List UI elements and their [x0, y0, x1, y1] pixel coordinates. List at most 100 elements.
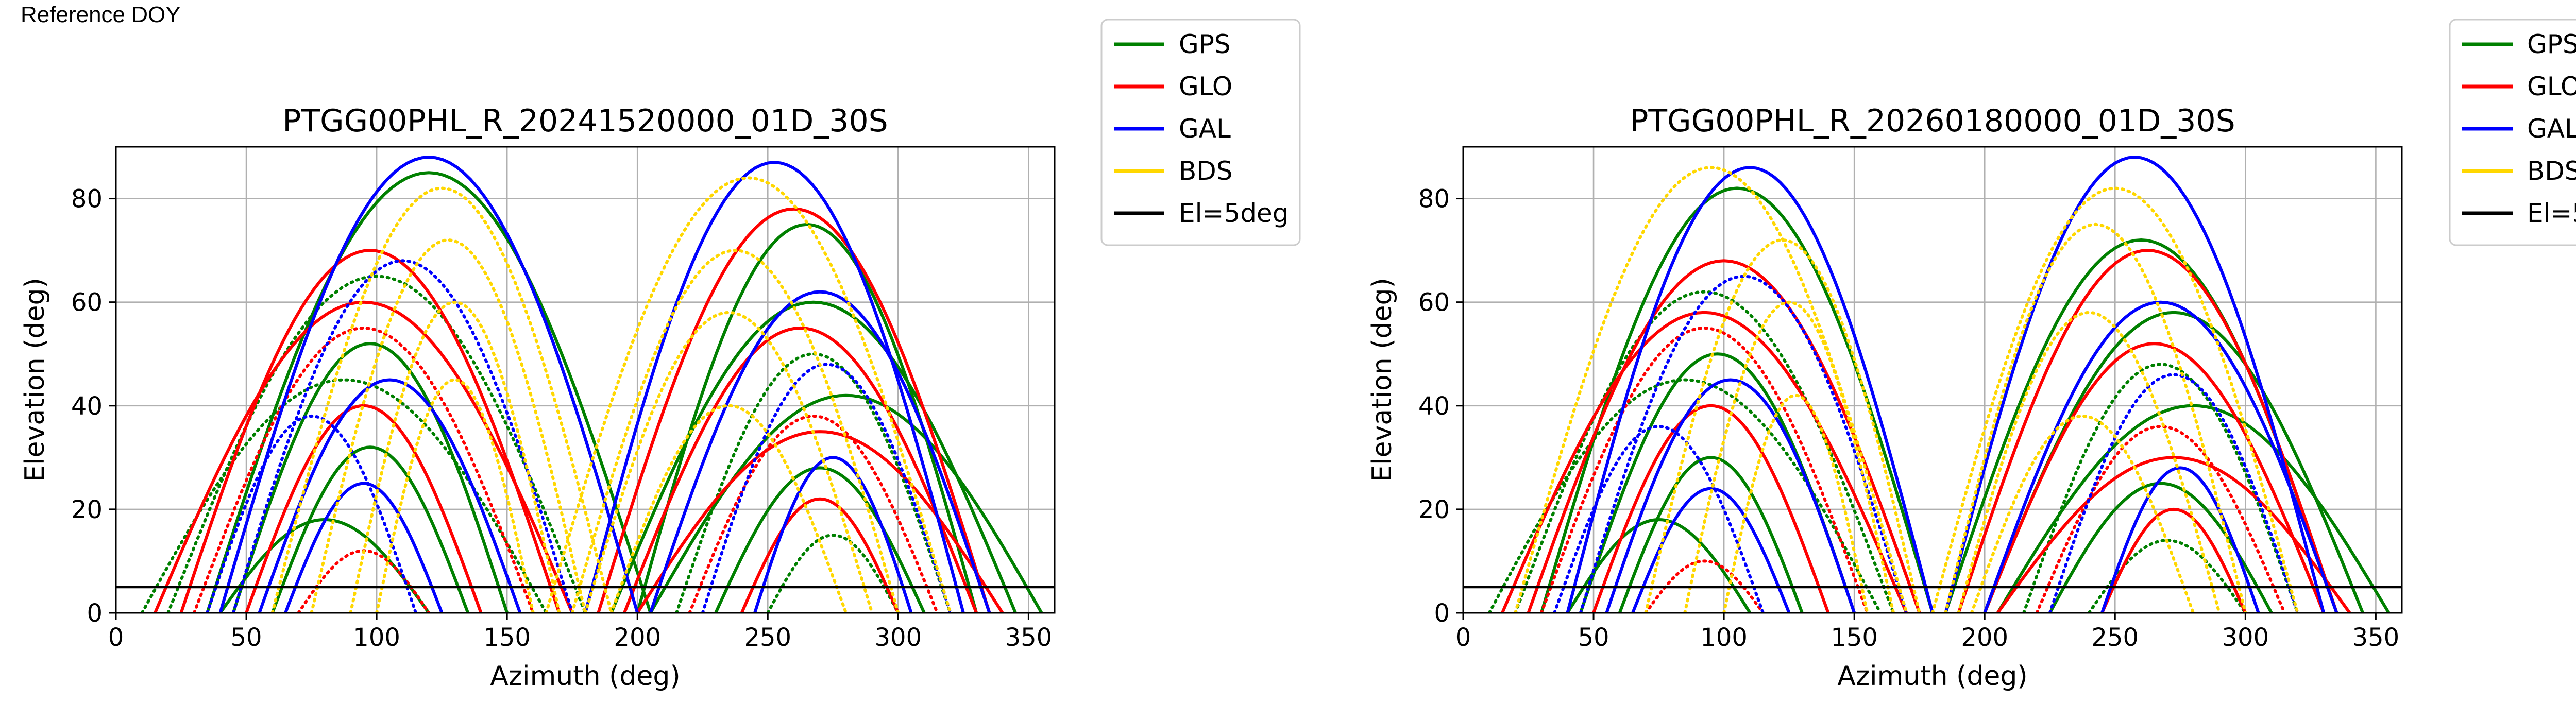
track-gal [206, 414, 417, 613]
track-glo [688, 414, 939, 613]
x-tick-label: 100 [1700, 623, 1748, 652]
track-bds [584, 311, 874, 613]
x-tick-label: 50 [1578, 623, 1609, 652]
track-bds [609, 404, 848, 613]
x-tick-label: 350 [1005, 623, 1053, 652]
track-glo [1592, 404, 1830, 613]
track-bds [1970, 414, 2195, 613]
track-glo [245, 404, 483, 613]
track-glo [622, 326, 978, 613]
track-gps [649, 393, 1043, 613]
track-bds [1944, 222, 2247, 613]
track-glo [179, 249, 561, 613]
legend-label: BDS [2527, 156, 2576, 186]
track-gps [714, 466, 926, 613]
x-axis-label: Azimuth (deg) [1837, 661, 2027, 692]
x-tick-label: 100 [353, 623, 400, 652]
track-glo [2100, 507, 2247, 613]
track-gal [1983, 300, 2338, 613]
track-gps [1618, 456, 1804, 613]
x-tick-label: 0 [1455, 623, 1471, 652]
y-tick-label: 40 [71, 392, 103, 421]
x-tick-label: 0 [108, 623, 124, 652]
x-tick-label: 50 [231, 623, 262, 652]
track-gal [753, 456, 913, 613]
track-gps [1996, 404, 2391, 613]
legend-label: El=5deg [1179, 198, 1289, 228]
track-glo [2035, 424, 2286, 613]
track-gps [2087, 539, 2247, 613]
track-gal [649, 290, 991, 613]
legend-label: GLO [1179, 72, 1232, 101]
track-gal [218, 156, 639, 613]
track-gal [701, 363, 952, 613]
track-bds [1957, 311, 2221, 613]
track-gal [231, 259, 574, 613]
track-bds [1514, 166, 1908, 613]
x-tick-label: 200 [1961, 623, 2008, 652]
y-tick-label: 20 [1418, 495, 1450, 524]
chart-panel-left: 0 50 100 150 200 250 300 350 0 20 40 60 80 PTGG00PHL_… [20, 19, 1301, 692]
legend: GPS GLO GAL BDS El=5deg [2449, 19, 2576, 246]
track-bds [1722, 393, 1869, 613]
x-tick-label: 250 [2091, 623, 2139, 652]
track-glo [740, 497, 900, 613]
y-axis-label: Elevation (deg) [1367, 278, 1398, 482]
y-tick-label: 80 [71, 185, 103, 214]
legend-label: GAL [2527, 114, 2576, 144]
track-bds [310, 238, 587, 613]
legend-label: GPS [2527, 29, 2576, 59]
x-tick-label: 200 [614, 623, 661, 652]
track-glo [1500, 311, 1908, 613]
legend: GPS GLO GAL BDS El=5deg [1100, 19, 1301, 246]
x-tick-label: 300 [2222, 623, 2269, 652]
axes-frame [1462, 146, 2403, 614]
track-bds [1683, 300, 1895, 613]
track-gal [1944, 156, 2326, 613]
legend-label: BDS [1179, 156, 1233, 186]
track-gps [1514, 290, 1895, 613]
track-gal [1605, 378, 1856, 613]
track-layer [140, 156, 1043, 613]
x-tick-label: 150 [1831, 623, 1878, 652]
chart-title: PTGG00PHL_R_20241520000_01D_30S [282, 103, 888, 139]
y-tick-label: 80 [1418, 185, 1450, 214]
track-bds [1931, 186, 2299, 613]
track-gal [2048, 373, 2299, 613]
track-gal [584, 161, 965, 613]
x-tick-label: 250 [744, 623, 791, 652]
track-gal [2100, 466, 2260, 613]
chart-title: PTGG00PHL_R_20260180000_01D_30S [1630, 103, 2235, 139]
track-gal [1553, 424, 1765, 613]
track-glo [1983, 342, 2326, 613]
legend-box [2449, 19, 2576, 246]
track-gps [675, 352, 952, 613]
track-gps [231, 342, 509, 613]
y-tick-label: 0 [87, 599, 103, 628]
track-gps [2022, 363, 2299, 613]
legend-label: El=5deg [2527, 198, 2576, 228]
track-layer [1487, 156, 2391, 613]
legend-label: GLO [2527, 72, 2576, 101]
track-glo [636, 430, 1004, 613]
track-bds [570, 249, 900, 613]
track-bds [545, 176, 952, 613]
y-tick-label: 0 [1434, 599, 1450, 628]
track-bds [375, 378, 535, 613]
track-bds [270, 186, 613, 613]
track-gal [1631, 487, 1791, 613]
track-glo [192, 326, 535, 613]
y-tick-label: 40 [1418, 392, 1450, 421]
track-bds [349, 300, 561, 613]
axes-frame [115, 146, 1056, 614]
x-tick-label: 300 [875, 623, 922, 652]
track-gal [284, 482, 444, 613]
track-gps [1487, 378, 1882, 613]
x-tick-label: 150 [483, 623, 531, 652]
track-gps [140, 378, 548, 613]
track-gps [766, 534, 900, 613]
chart-panel-right: 0 50 100 150 200 250 300 350 0 20 40 60 80 PTGG00PHL_… [1367, 19, 2576, 692]
track-glo [597, 207, 991, 613]
track-glo [153, 300, 574, 613]
